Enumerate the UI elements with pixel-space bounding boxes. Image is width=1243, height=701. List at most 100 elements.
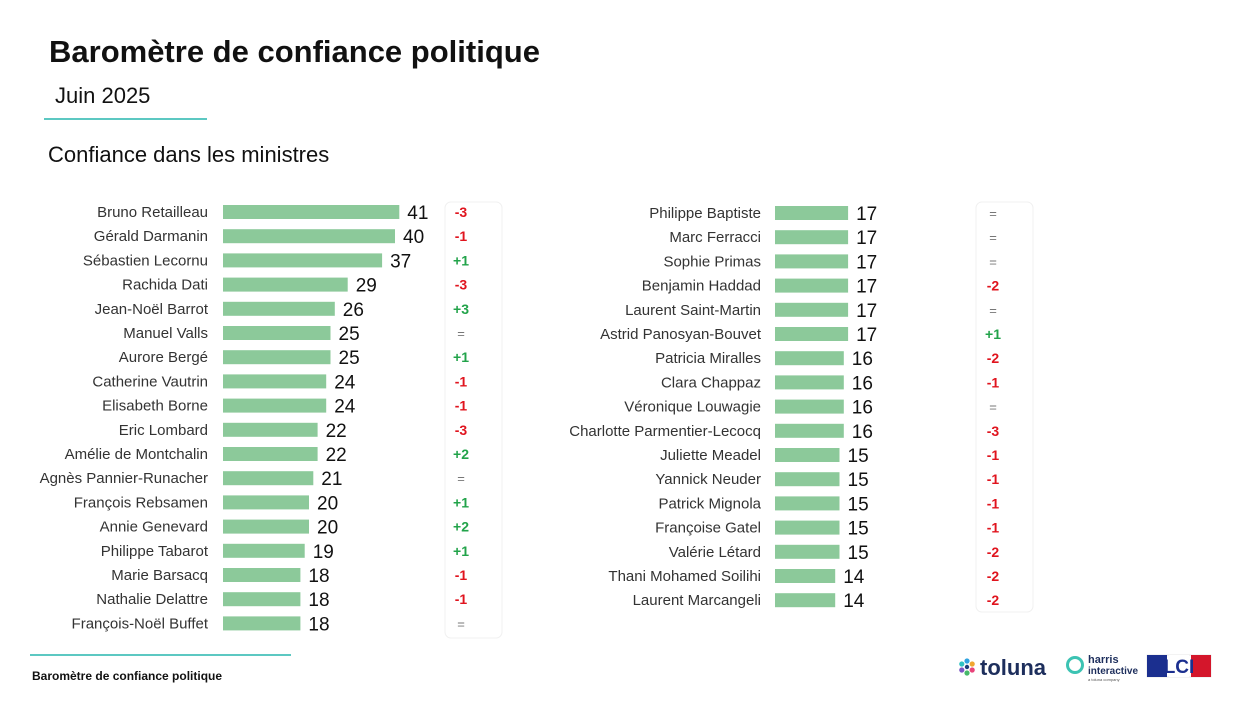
category-label: Sophie Primas [663, 253, 761, 270]
value-label: 37 [390, 251, 411, 272]
bar [775, 399, 844, 414]
category-label: Charlotte Parmentier-Lecocq [569, 423, 761, 440]
bar [775, 278, 849, 293]
change-label: -1 [455, 373, 468, 389]
lci-logo: LCI [1146, 654, 1212, 678]
bar [223, 543, 305, 558]
category-label: Amélie de Montchalin [65, 446, 208, 463]
change-label: -3 [455, 277, 468, 293]
category-label: Annie Genevard [100, 519, 208, 536]
category-label: Clara Chappaz [661, 374, 761, 391]
change-label: +2 [453, 446, 469, 462]
bar [223, 616, 301, 631]
bar [223, 277, 348, 292]
bar [775, 254, 849, 269]
svg-text:interactive: interactive [1088, 666, 1138, 677]
footer-title: Baromètre de confiance politique [32, 669, 223, 683]
bar [775, 569, 836, 583]
value-label: 41 [407, 203, 428, 224]
toluna-logo: toluna [959, 655, 1047, 680]
bar [775, 302, 849, 317]
bar [775, 520, 840, 535]
bar [775, 206, 849, 220]
value-label: 22 [326, 421, 347, 442]
bar [775, 472, 840, 487]
page-subtitle: Juin 2025 [55, 83, 151, 108]
value-label: 24 [334, 397, 356, 418]
change-label: -2 [987, 350, 1000, 366]
chart-right: Philippe Baptiste 17 = Marc Ferracci 17 = Soph… [569, 204, 1001, 612]
section-title: Confiance dans les ministres [48, 142, 330, 167]
bar [775, 230, 849, 245]
bar [223, 495, 309, 510]
change-label: -1 [987, 471, 1000, 487]
category-label: Manuel Valls [123, 325, 208, 342]
change-label: = [989, 254, 997, 269]
value-label: 15 [848, 543, 869, 564]
category-label: Patrick Mignola [658, 495, 761, 512]
value-label: 26 [343, 300, 364, 321]
value-label: 14 [843, 567, 865, 588]
value-label: 19 [313, 542, 334, 563]
category-label: Sébastien Lecornu [83, 252, 208, 269]
change-label: -2 [987, 544, 1000, 560]
value-label: 20 [317, 493, 338, 514]
category-label: Véronique Louwagie [624, 399, 761, 416]
value-label: 15 [848, 494, 869, 515]
bar [223, 471, 314, 486]
partner-logos: toluna harris interactive a toluna compa… [959, 654, 1212, 682]
category-label: Yannick Neuder [655, 471, 761, 488]
bar [775, 496, 840, 511]
value-label: 22 [326, 445, 347, 466]
change-label: +2 [453, 519, 469, 535]
change-label: -1 [987, 520, 1000, 536]
change-label: -3 [987, 423, 1000, 439]
change-label: -1 [455, 398, 468, 414]
bar [223, 447, 318, 461]
svg-text:harris: harris [1088, 654, 1119, 666]
bar [775, 593, 836, 608]
value-label: 25 [339, 348, 360, 369]
category-label: Agnès Pannier-Runacher [40, 470, 208, 487]
value-label: 29 [356, 276, 377, 297]
bar [223, 326, 331, 340]
category-label: Marie Barsacq [111, 567, 208, 584]
change-label: = [457, 616, 465, 631]
bar [775, 351, 844, 366]
value-label: 18 [308, 566, 329, 587]
value-label: 16 [852, 422, 873, 443]
category-label: Juliette Meadel [660, 447, 761, 464]
bar [223, 398, 327, 413]
change-label: -1 [455, 591, 468, 607]
bar [223, 253, 383, 268]
footer-divider [30, 654, 291, 656]
value-label: 14 [843, 591, 865, 612]
bar [223, 519, 309, 534]
change-label: -1 [987, 374, 1000, 390]
change-label: -1 [455, 228, 468, 244]
category-label: Gérald Darmanin [94, 228, 208, 245]
category-label: Philippe Baptiste [649, 205, 761, 222]
value-label: 15 [848, 470, 869, 491]
category-label: Catherine Vautrin [92, 373, 208, 390]
bar [223, 205, 400, 219]
category-label: François Rebsamen [74, 494, 208, 511]
value-label: 16 [852, 373, 873, 394]
harris-interactive-logo: harris interactive a toluna company [1066, 654, 1138, 682]
category-label: Astrid Panosyan-Bouvet [600, 326, 762, 343]
bar [223, 592, 301, 607]
change-label: = [989, 400, 997, 415]
bar [223, 229, 395, 244]
bar [775, 448, 840, 462]
change-label: -1 [987, 495, 1000, 511]
change-label: -2 [987, 278, 1000, 294]
title-underline [44, 118, 207, 120]
page-title: Baromètre de confiance politique [49, 34, 540, 69]
category-label: Aurore Bergé [119, 349, 208, 366]
category-label: Jean-Noël Barrot [95, 301, 209, 318]
value-label: 40 [403, 227, 424, 248]
change-label: -1 [987, 447, 1000, 463]
value-label: 21 [321, 469, 342, 490]
category-label: Philippe Tabarot [101, 543, 209, 560]
